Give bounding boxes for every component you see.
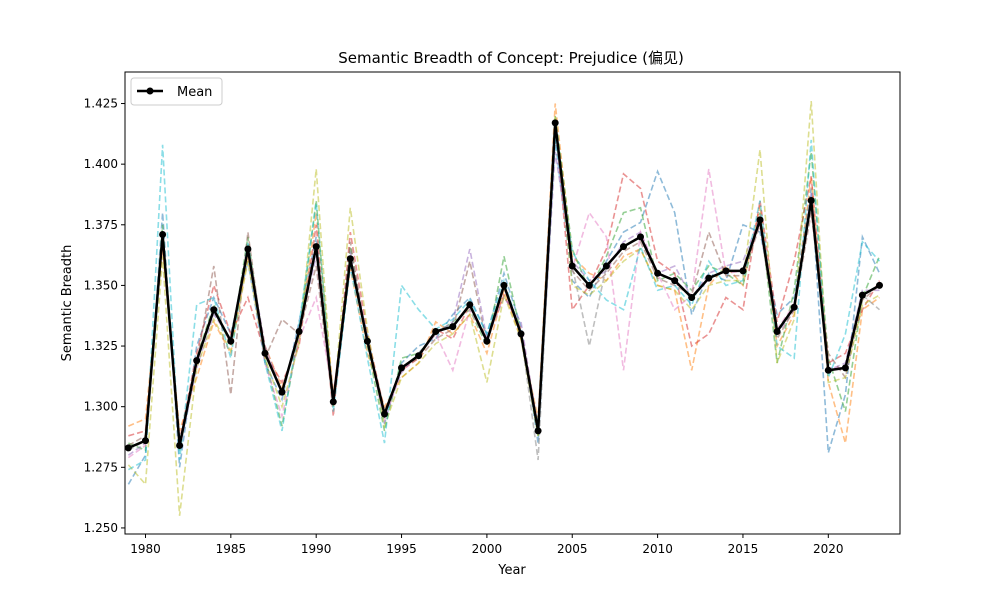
mean-point	[210, 306, 218, 314]
y-axis: 1.250 1.275 1.300 1.325 1.350 1.375 1.400 1.425	[84, 97, 125, 535]
mean-point	[585, 281, 593, 289]
mean-point	[739, 267, 747, 275]
mean-point	[346, 255, 354, 263]
x-tick-label: 2005	[557, 542, 588, 556]
x-tick-label: 1980	[130, 542, 161, 556]
mean-point	[381, 410, 388, 418]
mean-point	[722, 267, 730, 275]
mean-point	[142, 437, 149, 445]
legend: Mean	[130, 77, 223, 106]
mean-point	[500, 281, 508, 289]
mean-point	[671, 277, 679, 285]
y-tick-label: 1.375	[84, 218, 118, 232]
mean-point	[227, 337, 235, 345]
mean-point	[124, 444, 132, 452]
mean-point	[244, 245, 252, 253]
x-tick-label: 1985	[216, 542, 247, 556]
mean-point	[841, 364, 849, 372]
mean-point	[620, 243, 627, 251]
y-tick-label: 1.425	[84, 97, 118, 111]
y-tick-label: 1.400	[84, 157, 118, 171]
mean-point	[637, 233, 644, 241]
chart-title: Semantic Breadth of Concept: Prejudice (…	[338, 49, 684, 67]
legend-mean-marker	[146, 87, 154, 95]
legend-box	[130, 77, 223, 106]
mean-layer	[124, 119, 883, 452]
x-tick-label: 2015	[728, 542, 759, 556]
y-tick-label: 1.250	[84, 521, 118, 535]
mean-point	[551, 119, 559, 127]
mean-point	[773, 328, 781, 335]
mean-point	[261, 349, 269, 357]
mean-point	[432, 328, 440, 335]
series-line-5	[127, 151, 880, 456]
mean-point	[193, 357, 201, 365]
y-tick-label: 1.325	[84, 339, 118, 353]
mean-point	[568, 262, 576, 270]
x-axis-label: Year	[497, 563, 526, 578]
mean-point	[790, 303, 798, 311]
mean-point	[159, 231, 167, 238]
series-line-9	[127, 101, 880, 516]
mean-point	[415, 352, 423, 360]
mean-point	[654, 269, 662, 277]
mean-point	[602, 262, 610, 270]
mean-point	[824, 366, 832, 374]
x-tick-label: 2020	[813, 542, 844, 556]
x-tick-label: 2010	[642, 542, 673, 556]
mean-point	[517, 330, 525, 338]
legend-mean-label: Mean	[177, 85, 212, 100]
x-tick-label: 2000	[472, 542, 503, 556]
y-tick-label: 1.350	[84, 278, 118, 292]
mean-point	[363, 337, 371, 345]
mean-point	[876, 281, 883, 289]
mean-point	[756, 216, 764, 224]
mean-point	[688, 294, 696, 301]
mean-point	[534, 427, 542, 435]
series-line-4	[128, 120, 881, 441]
mean-point	[466, 301, 474, 309]
y-tick-label: 1.275	[84, 460, 118, 474]
y-axis-label: Semantic Breadth	[60, 245, 75, 362]
mean-point	[329, 398, 337, 406]
mean-point	[176, 442, 184, 449]
mean-point	[858, 291, 866, 299]
y-tick-label: 1.300	[84, 400, 118, 414]
series-line-6	[128, 127, 881, 447]
mean-point	[807, 197, 815, 204]
plot-area-frame	[124, 71, 901, 535]
mean-point	[449, 323, 457, 331]
mean-point	[278, 388, 286, 396]
x-tick-label: 1995	[386, 542, 417, 556]
mean-point	[312, 243, 320, 251]
mean-point	[295, 328, 303, 335]
mean-point	[483, 337, 491, 345]
x-tick-label: 1990	[301, 542, 332, 556]
x-axis: 1980 1985 1990 1995 2000 2005 2010 2015 2020	[130, 534, 844, 556]
mean-point	[705, 274, 713, 282]
mean-point	[398, 364, 405, 372]
